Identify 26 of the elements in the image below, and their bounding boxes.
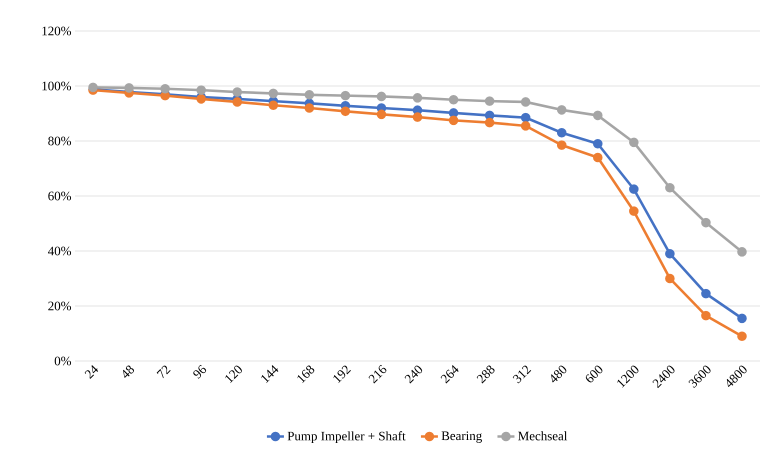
- x-tick-label: 120: [225, 366, 242, 384]
- y-tick-label: 60%: [48, 192, 72, 200]
- y-tick-label: 0%: [54, 356, 72, 366]
- y-tick-label: 80%: [48, 136, 72, 146]
- x-tick-label: 96: [193, 364, 206, 379]
- x-tick-label: 216: [368, 364, 386, 384]
- x-tick-label: 240: [404, 366, 422, 384]
- x-tick-label: 4800: [726, 366, 747, 388]
- x-tick-label: 24: [84, 365, 98, 379]
- x-tick-label: 600: [586, 366, 602, 382]
- x-tick-label: 264: [440, 365, 459, 384]
- x-tick-label: 144: [261, 365, 278, 384]
- x-tick-label: 168: [297, 366, 314, 384]
- legend-label: Bearing: [442, 431, 482, 443]
- legend-label: Mechseal: [518, 431, 568, 440]
- x-tick-label: 288: [476, 366, 495, 384]
- y-tick-label: 20%: [48, 302, 72, 310]
- y-tick-label: 120%: [42, 26, 72, 36]
- x-tick-label: 312: [512, 366, 532, 384]
- x-tick-label: 480: [551, 366, 566, 382]
- y-tick-label: 100%: [42, 82, 72, 90]
- x-tick-label: 192: [333, 366, 351, 384]
- x-tick-label: 48: [123, 366, 134, 378]
- legend-label: Pump Impeller + Shaft: [288, 431, 406, 444]
- y-tick-label: 40%: [48, 246, 72, 256]
- x-tick-label: 72: [156, 366, 171, 378]
